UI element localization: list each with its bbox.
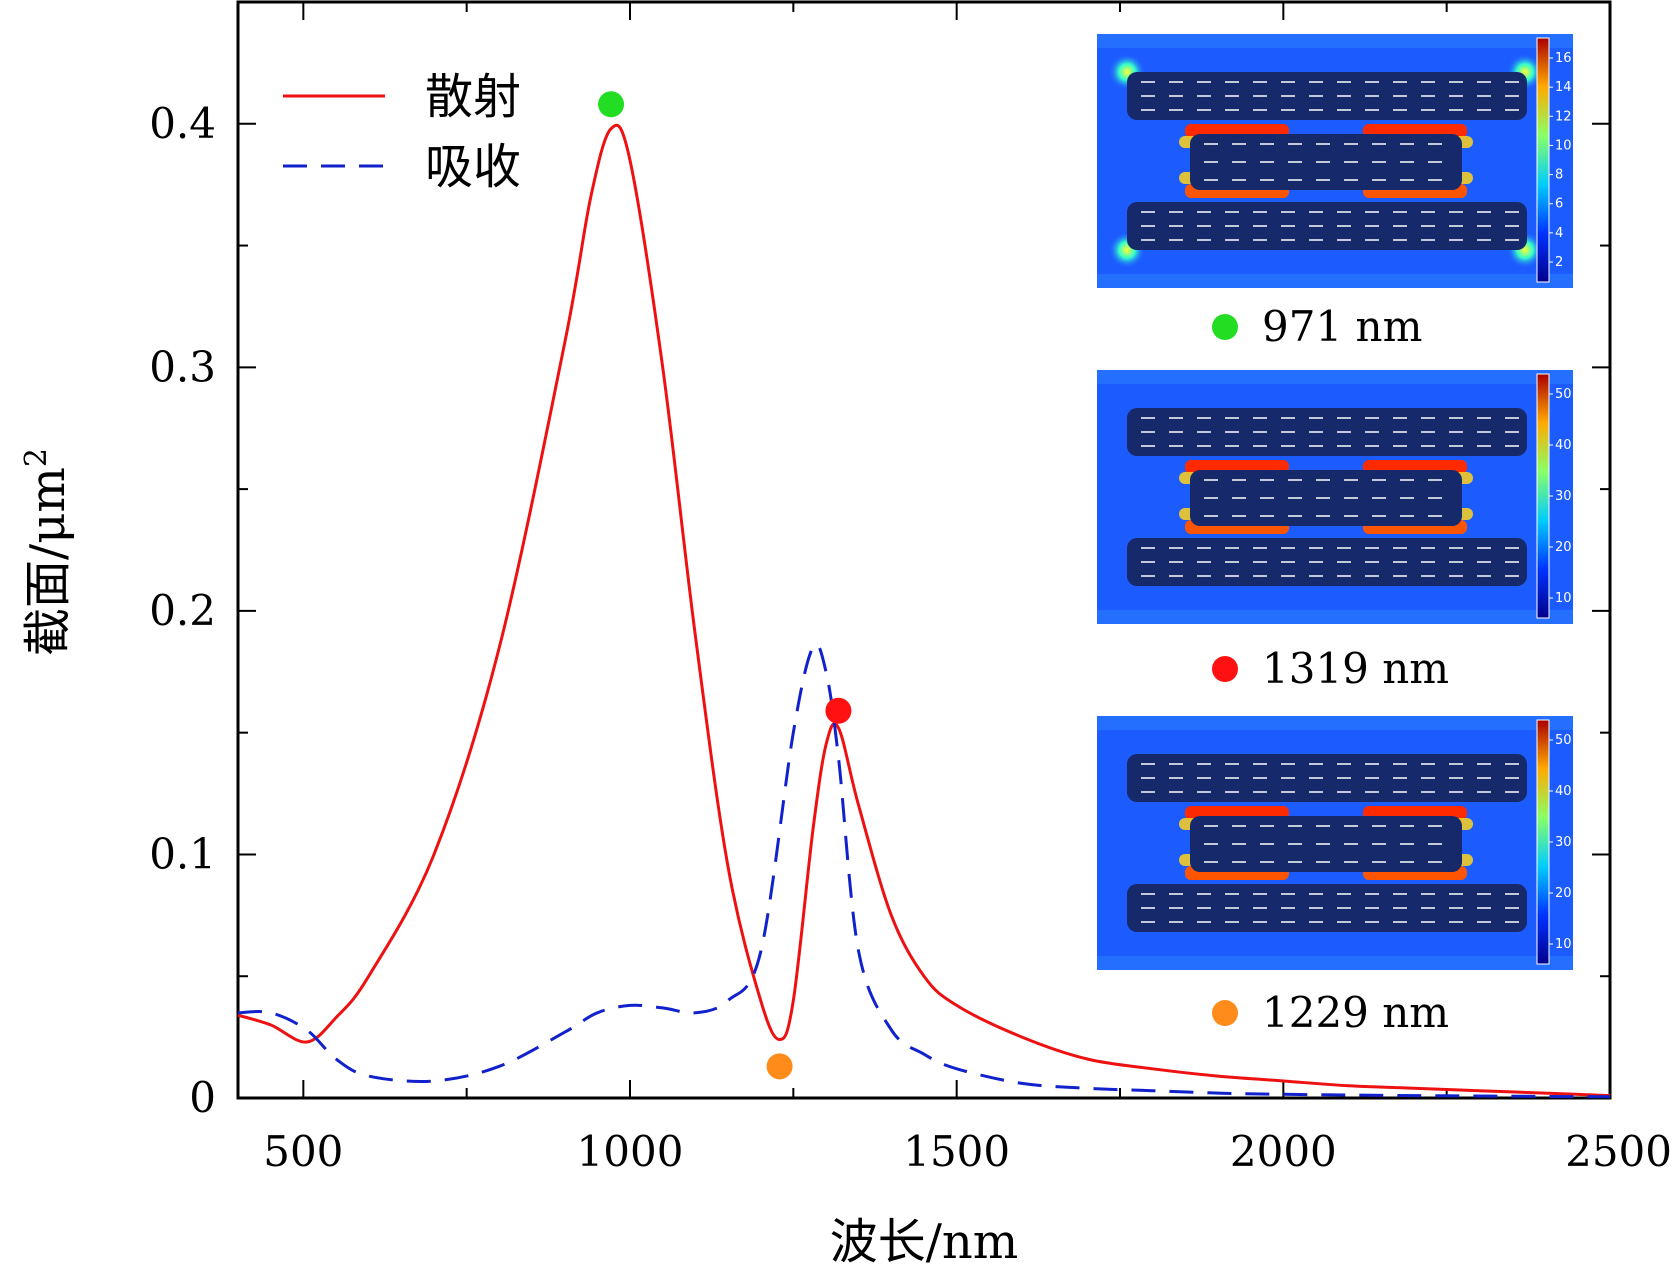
highlight-marker [766, 1053, 793, 1080]
y-axis-title-text: 截面/μm [20, 467, 76, 656]
y-axis-tick-labels: 0 0.1 0.2 0.3 0.4 [149, 99, 216, 1122]
colorbar-tick-label: 30 [1555, 835, 1572, 850]
nanorod-top [1127, 754, 1527, 802]
legend-absorption-label: 吸收 [425, 139, 521, 195]
inset-top-glow [1097, 716, 1573, 730]
y-axis-title: 截面/μm2 [19, 448, 76, 656]
nanorod-top [1127, 72, 1527, 120]
inset-caption-1229-dot [1212, 1000, 1238, 1026]
colorbar-tick-label: 14 [1555, 80, 1572, 95]
colorbar-tick-label: 8 [1555, 168, 1563, 183]
y-axis-title-superscript: 2 [19, 448, 54, 467]
inset-caption-971: 971 nm [1212, 302, 1422, 351]
y-axis-ticks [238, 1, 1610, 1099]
y-tick-label: 0 [189, 1073, 216, 1122]
legend: 散射 吸收 [283, 69, 521, 195]
highlight-marker [598, 91, 625, 118]
y-tick-label: 0.3 [149, 342, 216, 391]
scattering-series-line [237, 123, 1611, 1098]
colorbar-tick-label: 30 [1555, 489, 1572, 504]
x-tick-label: 500 [263, 1127, 343, 1176]
colorbar-tick-label: 10 [1555, 937, 1572, 952]
colorbar-tick-label: 50 [1555, 387, 1572, 402]
nanorod-bottom [1127, 538, 1527, 586]
inset-caption-1319-text: 1319 nm [1262, 644, 1449, 693]
x-axis-ticks [302, 2, 1611, 1098]
x-tick-label: 2500 [1565, 1127, 1672, 1176]
nanorod-top [1127, 408, 1527, 456]
y-tick-label: 0.2 [149, 586, 216, 635]
nanorod-bottom [1127, 202, 1527, 250]
inset-top-glow [1097, 34, 1573, 48]
x-axis-title: 波长/nm [830, 1214, 1019, 1270]
colorbar-tick-label: 10 [1555, 138, 1572, 153]
colorbar [1536, 373, 1550, 619]
colorbar [1536, 719, 1550, 965]
colorbar-tick-label: 40 [1555, 784, 1572, 799]
x-tick-label: 1000 [577, 1127, 684, 1176]
y-tick-label: 0.4 [149, 99, 216, 148]
inset-caption-971-dot [1212, 314, 1238, 340]
highlight-marker [825, 697, 852, 724]
colorbar-tick-label: 10 [1555, 591, 1572, 606]
colorbar-tick-label: 20 [1555, 540, 1572, 555]
colorbar [1536, 37, 1550, 283]
inset-caption-1229-text: 1229 nm [1262, 988, 1449, 1037]
colorbar-tick-label: 20 [1555, 886, 1572, 901]
marker-layer [598, 91, 852, 1080]
inset-bottom-glow [1097, 956, 1573, 970]
colorbar-tick-label: 2 [1555, 255, 1563, 270]
colorbar-tick-label: 6 [1555, 197, 1563, 212]
inset-caption-1319-dot [1212, 656, 1238, 682]
x-tick-label: 2000 [1230, 1127, 1337, 1176]
x-tick-label: 1500 [903, 1127, 1010, 1176]
y-tick-label: 0.1 [149, 829, 216, 878]
inset-bottom-glow [1097, 274, 1573, 288]
colorbar-tick-label: 12 [1555, 109, 1572, 124]
x-axis-tick-labels: 500 1000 1500 2000 2500 [263, 1127, 1672, 1176]
colorbar-tick-label: 16 [1555, 51, 1572, 66]
legend-scattering-label: 散射 [425, 69, 521, 125]
inset-caption-1319: 1319 nm [1212, 644, 1449, 693]
inset-caption-1229: 1229 nm [1212, 988, 1449, 1037]
plot-area-frame [236, 0, 1612, 1100]
inset-top-glow [1097, 370, 1573, 384]
series-layer [237, 123, 1611, 1099]
field-map-inset-1229: 50 40 30 20 10 [1097, 716, 1573, 970]
nanorod-bottom [1127, 884, 1527, 932]
inset-bottom-glow [1097, 610, 1573, 624]
field-map-inset-971: 16 14 12 10 8 6 4 2 [1097, 34, 1573, 288]
inset-caption-971-text: 971 nm [1262, 302, 1422, 351]
colorbar-tick-label: 50 [1555, 733, 1572, 748]
field-map-inset-1319: 50 40 30 20 10 [1097, 370, 1573, 624]
colorbar-tick-label: 40 [1555, 438, 1572, 453]
colorbar-tick-label: 4 [1555, 226, 1563, 241]
absorption-series-line [237, 642, 1611, 1099]
